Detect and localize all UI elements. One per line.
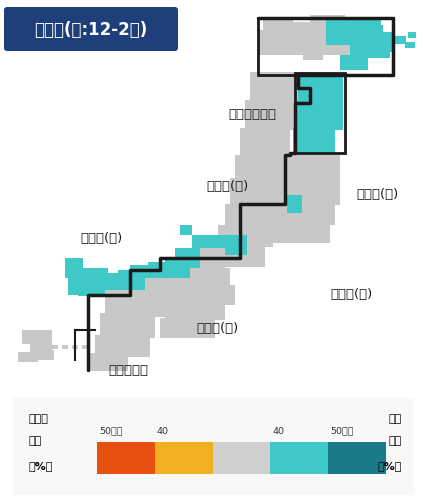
FancyBboxPatch shape [4, 7, 178, 51]
Bar [328, 442, 385, 474]
Text: 50以上: 50以上 [330, 426, 353, 436]
Bar [138, 295, 187, 317]
Bar [130, 265, 152, 290]
Text: 沖縄・奄美: 沖縄・奄美 [108, 364, 148, 376]
Bar [97, 442, 155, 474]
Bar [257, 18, 392, 75]
Bar [294, 73, 344, 153]
Bar [18, 352, 38, 362]
Bar [105, 273, 123, 298]
Bar [239, 128, 289, 156]
Bar [297, 73, 342, 103]
Text: 東日本(日): 東日本(日) [206, 180, 248, 194]
Bar [286, 195, 301, 213]
Bar [325, 20, 380, 45]
Bar [407, 32, 415, 38]
Text: 北日本(太): 北日本(太) [356, 188, 398, 202]
Bar [339, 55, 367, 70]
Bar [145, 278, 190, 300]
Bar [148, 262, 170, 284]
Bar [52, 345, 58, 349]
Bar [262, 18, 292, 40]
Bar [68, 275, 84, 295]
Bar [105, 290, 160, 315]
Bar [204, 245, 265, 267]
Bar [257, 30, 317, 55]
Bar [170, 278, 225, 300]
Bar [184, 285, 234, 305]
Bar [289, 155, 339, 183]
Bar [234, 155, 294, 180]
Bar [155, 442, 212, 474]
Bar [72, 345, 78, 349]
Bar [391, 36, 405, 44]
Bar [218, 225, 272, 247]
Text: （%）: （%） [29, 461, 53, 471]
Bar [175, 248, 199, 266]
Bar [302, 42, 322, 60]
Bar [269, 223, 329, 243]
Bar [190, 268, 230, 288]
Text: 西日本(日): 西日本(日) [81, 232, 123, 244]
Bar [160, 318, 215, 338]
Text: 確率: 確率 [29, 436, 42, 446]
Text: 確率: 確率 [388, 436, 401, 446]
Bar [279, 203, 334, 225]
Text: 50以上: 50以上 [99, 426, 122, 436]
FancyBboxPatch shape [5, 396, 421, 497]
Bar [270, 442, 328, 474]
Bar [82, 345, 88, 349]
Bar [192, 235, 246, 255]
Bar [295, 72, 315, 87]
Bar [164, 258, 199, 278]
Bar [245, 100, 299, 130]
Bar [164, 298, 225, 320]
Bar [292, 128, 334, 153]
Bar [65, 258, 83, 278]
Text: 東日本(太): 東日本(太) [330, 288, 372, 302]
Bar [100, 313, 155, 338]
Bar [287, 180, 339, 205]
Bar [30, 343, 52, 355]
Bar [88, 353, 128, 371]
Bar [369, 32, 391, 48]
Bar [212, 442, 270, 474]
Text: 少ない: 少ない [29, 414, 49, 424]
Bar [277, 22, 327, 37]
Bar [118, 270, 136, 292]
Bar [354, 25, 382, 43]
Bar [62, 345, 68, 349]
Bar [309, 15, 344, 45]
Bar [95, 335, 150, 357]
Bar [38, 350, 54, 360]
Text: （%）: （%） [377, 461, 401, 471]
Bar [294, 100, 342, 130]
Bar [404, 42, 414, 48]
Bar [199, 248, 225, 270]
Bar [249, 72, 299, 102]
Bar [180, 225, 192, 235]
Text: 北日本（日）: 北日本（日） [227, 108, 275, 122]
Bar [319, 35, 349, 55]
Bar [298, 80, 313, 90]
Text: 西日本(太): 西日本(太) [196, 322, 239, 334]
Text: 降水量(冬:12-2月): 降水量(冬:12-2月) [35, 21, 147, 39]
Text: 多い: 多い [388, 414, 401, 424]
Text: 40: 40 [156, 426, 169, 436]
Bar [379, 40, 394, 52]
Bar [22, 330, 52, 344]
Text: 40: 40 [272, 426, 284, 436]
Bar [225, 204, 284, 226]
Bar [78, 268, 108, 296]
Bar [230, 178, 294, 206]
Bar [349, 38, 389, 58]
